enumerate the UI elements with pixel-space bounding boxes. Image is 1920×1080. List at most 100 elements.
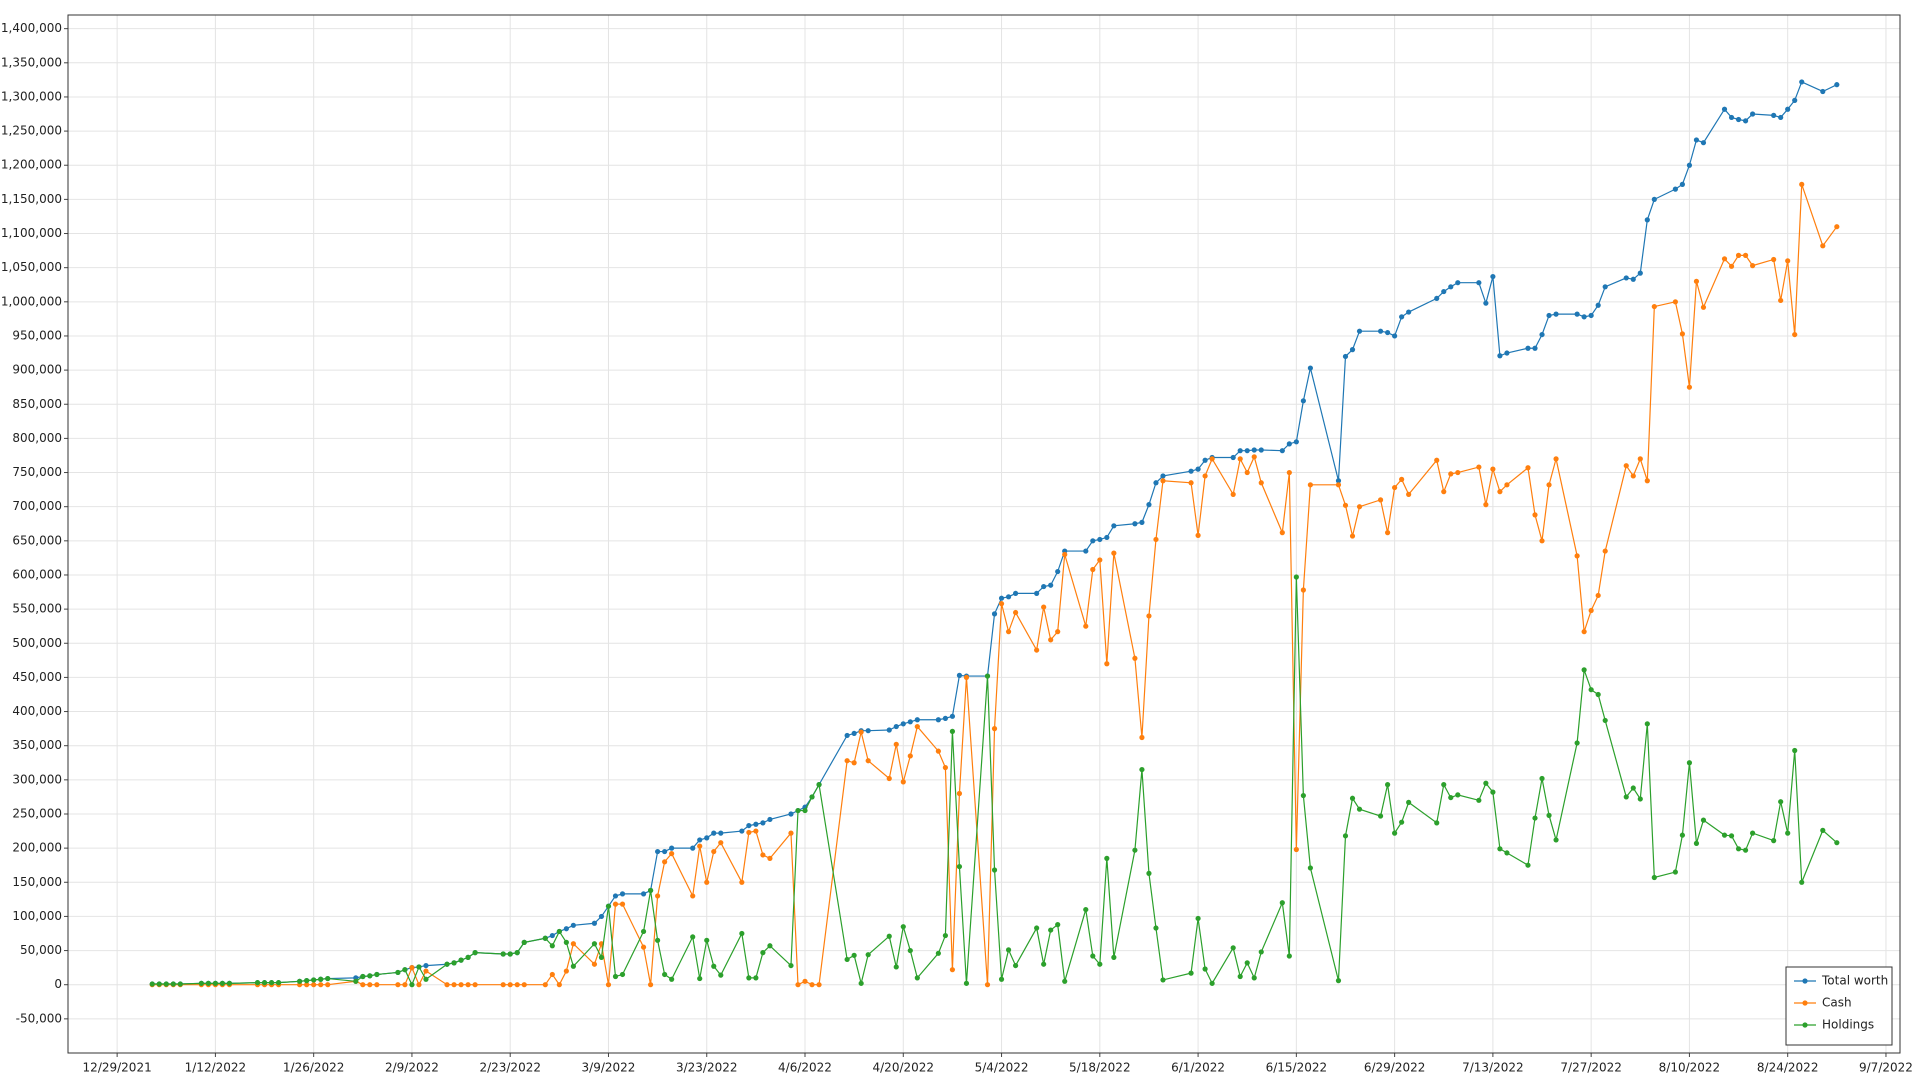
data-point: [1679, 832, 1686, 838]
data-point: [1251, 447, 1257, 453]
data-point: [212, 980, 219, 986]
data-point: [865, 952, 871, 958]
data-point: [570, 963, 576, 969]
data-point: [1651, 196, 1657, 202]
data-point: [612, 893, 619, 899]
data-point: [1700, 304, 1707, 310]
data-point: [746, 822, 752, 829]
y-tick-label: 1,300,000: [1, 89, 62, 103]
data-point: [942, 764, 948, 771]
data-point: [1195, 915, 1201, 922]
data-point: [409, 982, 415, 988]
data-point: [1778, 297, 1784, 304]
data-point: [1434, 820, 1440, 826]
data-point: [1153, 536, 1159, 543]
data-point: [423, 976, 429, 982]
data-point: [1792, 331, 1798, 338]
data-point: [690, 934, 696, 940]
data-point: [458, 957, 464, 963]
y-tick-label: 1,200,000: [1, 158, 62, 172]
data-point: [1778, 799, 1784, 805]
data-point: [261, 980, 268, 986]
data-point: [1630, 473, 1636, 479]
data-point: [1749, 830, 1756, 836]
x-tick-label: 7/13/2022: [1462, 1061, 1524, 1075]
y-tick-label: 1,350,000: [1, 55, 62, 69]
data-point: [1034, 925, 1040, 931]
data-point: [690, 893, 696, 899]
legend-label: Total worth: [1821, 974, 1888, 988]
data-point: [374, 971, 380, 978]
data-point: [711, 848, 717, 855]
data-point: [1742, 118, 1749, 124]
data-point: [1820, 243, 1826, 249]
data-point: [1300, 792, 1306, 799]
data-point: [170, 981, 176, 987]
data-point: [1251, 454, 1257, 460]
data-point: [542, 982, 548, 988]
x-tick-label: 7/27/2022: [1560, 1061, 1622, 1075]
data-point: [914, 975, 920, 981]
data-point: [816, 782, 822, 788]
data-point: [1139, 519, 1145, 525]
data-point: [1062, 978, 1068, 984]
y-tick-label: 1,100,000: [1, 226, 62, 240]
data-point: [662, 859, 668, 865]
data-point: [991, 726, 998, 732]
data-point: [844, 956, 850, 963]
data-point: [1749, 263, 1756, 269]
data-point: [858, 980, 864, 986]
x-tick-label: 8/10/2022: [1659, 1061, 1721, 1075]
data-point: [1385, 530, 1391, 536]
data-point: [556, 982, 562, 988]
data-point: [1434, 295, 1440, 302]
y-tick-label: 1,150,000: [1, 192, 62, 206]
y-tick-label: 750,000: [12, 465, 62, 479]
data-point: [1476, 464, 1482, 470]
x-tick-label: 4/20/2022: [873, 1061, 935, 1075]
x-tick-label: 5/18/2022: [1069, 1061, 1131, 1075]
data-point: [1349, 533, 1356, 539]
data-point: [753, 828, 759, 834]
data-point: [1195, 532, 1201, 538]
data-point: [591, 961, 598, 967]
data-point: [619, 971, 626, 978]
y-tick-label: 100,000: [12, 909, 62, 923]
data-point: [963, 980, 970, 986]
data-point: [1455, 280, 1461, 286]
data-point: [304, 982, 310, 988]
data-point: [1111, 550, 1117, 556]
data-point: [1104, 855, 1110, 861]
data-point: [1455, 792, 1461, 798]
data-point: [998, 976, 1005, 982]
data-point: [1286, 441, 1292, 447]
data-point: [1686, 384, 1693, 390]
data-point: [1637, 270, 1643, 276]
data-point: [1293, 574, 1299, 580]
data-point: [900, 924, 906, 930]
data-point: [1097, 536, 1103, 543]
data-point: [1090, 953, 1096, 959]
data-point: [1160, 977, 1166, 983]
data-point: [935, 717, 941, 723]
data-point: [1448, 794, 1454, 801]
data-point: [275, 980, 282, 986]
data-point: [458, 982, 464, 988]
data-point: [1834, 224, 1840, 230]
data-point: [205, 980, 211, 986]
data-point: [507, 951, 513, 957]
legend: Total worth Cash Holdings: [1785, 966, 1893, 1046]
data-point: [1097, 961, 1103, 967]
data-point: [984, 673, 991, 679]
data-point: [1728, 833, 1735, 839]
data-point: [591, 941, 598, 947]
data-point: [1441, 782, 1447, 788]
data-point: [1749, 111, 1756, 117]
data-point: [1258, 480, 1264, 486]
data-point: [297, 978, 303, 984]
data-point: [549, 932, 555, 939]
data-point: [367, 982, 373, 988]
data-point: [1539, 538, 1545, 544]
data-point: [198, 980, 204, 986]
data-point: [1307, 865, 1313, 871]
